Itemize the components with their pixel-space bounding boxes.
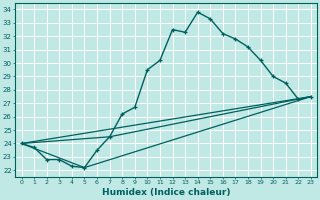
X-axis label: Humidex (Indice chaleur): Humidex (Indice chaleur) <box>102 188 230 197</box>
